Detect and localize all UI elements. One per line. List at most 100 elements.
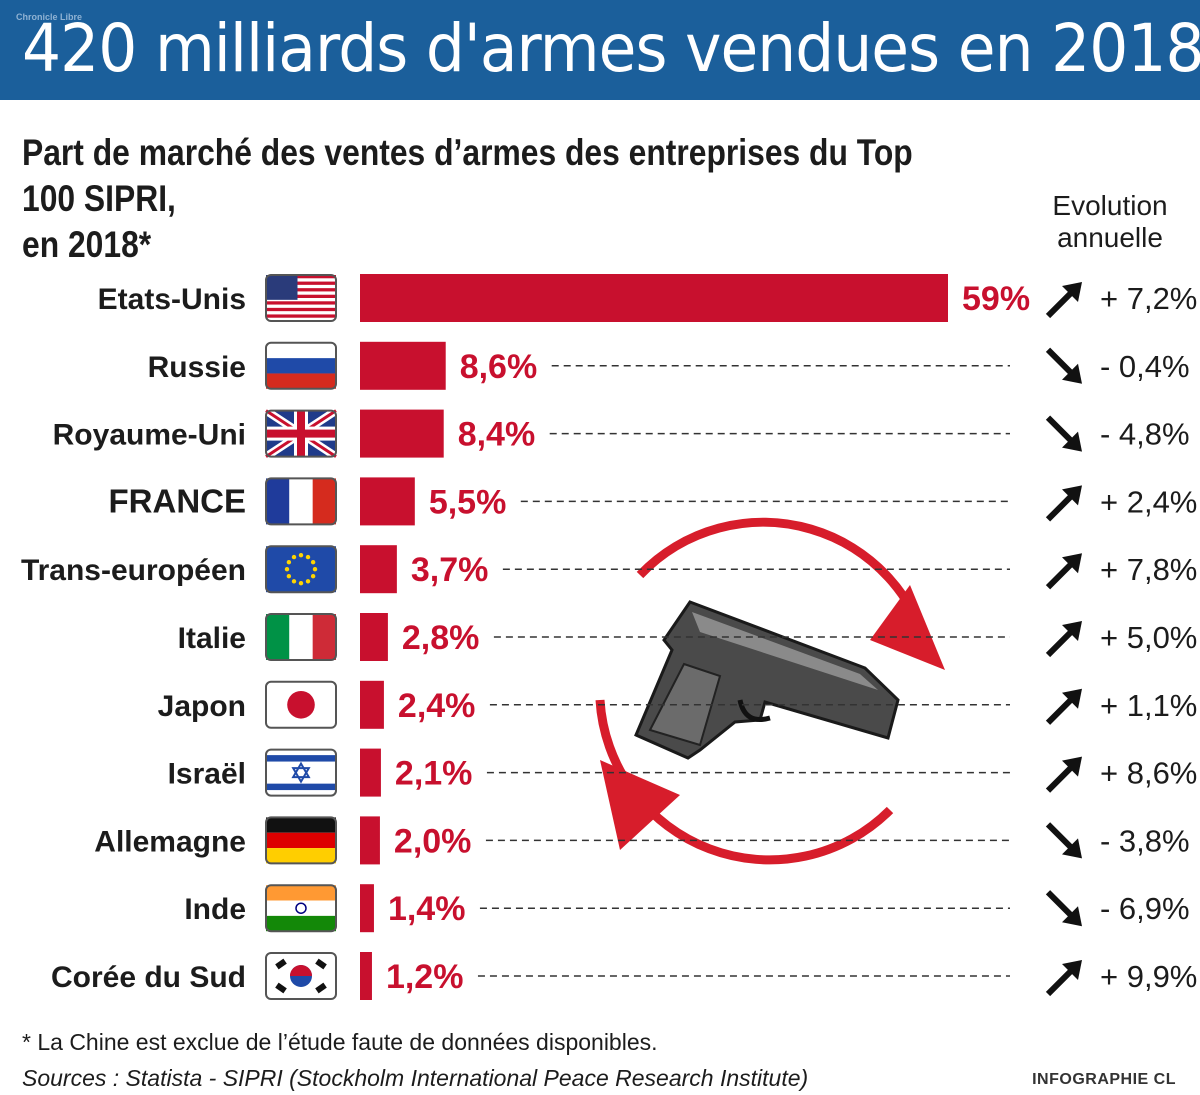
evolution-label: - 4,8% — [1100, 417, 1190, 452]
flag-trigram — [315, 958, 327, 970]
eu-flag-icon — [265, 545, 337, 594]
chart-subtitle: Part de marché des ventes d’armes des en… — [22, 130, 951, 268]
flag-stripe — [266, 275, 336, 279]
france-flag-icon — [265, 477, 337, 526]
flag-trigram — [315, 982, 327, 994]
bar — [360, 816, 380, 865]
arrow-shaft — [1045, 694, 1077, 725]
flag-star — [310, 560, 316, 565]
arrow-shaft — [1045, 491, 1077, 522]
arrow-head — [1062, 621, 1082, 641]
country-label: Royaume-Uni — [53, 419, 246, 452]
flag-stripe — [266, 281, 336, 285]
bar — [360, 409, 444, 458]
value-label: 2,1% — [395, 755, 473, 793]
bar — [360, 680, 384, 729]
bar — [360, 884, 374, 933]
flag-star — [291, 767, 311, 784]
flag-part — [312, 478, 336, 525]
cycle-arrow-bottom-head — [600, 760, 680, 850]
arrow-shaft — [1045, 347, 1077, 378]
arrow-head — [1062, 688, 1082, 709]
evolution-label: - 0,4% — [1100, 349, 1190, 384]
arrow-shaft — [1045, 415, 1077, 446]
evolution-label: + 2,4% — [1100, 484, 1197, 519]
country-label: Israël — [168, 758, 246, 791]
evolution-label: - 3,8% — [1100, 823, 1190, 858]
value-label: 2,0% — [394, 822, 472, 860]
subtitle-line-1: Part de marché des ventes d’armes des en… — [22, 132, 913, 219]
flag-star — [291, 554, 297, 560]
flag-star — [291, 761, 311, 779]
country-label: Inde — [184, 893, 246, 926]
value-label: 59% — [962, 280, 1030, 318]
flag-border — [265, 884, 337, 933]
flag-disc — [287, 691, 315, 719]
flag-border — [265, 409, 337, 458]
israel-flag-icon — [265, 748, 337, 797]
flag-stripe — [266, 294, 336, 298]
arrow-shaft — [1045, 287, 1077, 319]
flag-part — [266, 848, 336, 864]
arrow-up-right-icon — [1045, 960, 1082, 997]
country-label: Japon — [158, 690, 246, 723]
arrow-shaft — [1045, 559, 1077, 590]
arrow-head — [1062, 431, 1082, 452]
flag-border — [265, 816, 337, 865]
infographie-credit: INFOGRAPHIE CL — [1032, 1071, 1176, 1088]
arrow-head — [1062, 838, 1082, 859]
arrow-up-right-icon — [1045, 688, 1082, 725]
country-label: Italie — [178, 622, 246, 655]
russia-flag-icon — [265, 341, 337, 390]
evolution-label: + 7,8% — [1100, 552, 1197, 587]
bar — [360, 477, 415, 526]
india-flag-icon — [265, 884, 337, 933]
bar — [360, 748, 381, 797]
arrow-head — [1062, 906, 1082, 927]
value-label: 1,2% — [386, 958, 464, 996]
flag-trigram — [275, 982, 287, 994]
country-label: Etats-Unis — [98, 283, 246, 316]
arrow-shaft — [1045, 822, 1077, 853]
flag-border — [265, 477, 337, 526]
flag-wheel — [295, 902, 307, 914]
flag-part — [266, 478, 290, 525]
flag-star — [305, 579, 311, 584]
evolution-header-line-1: Evolution — [1052, 190, 1168, 221]
arrow-up-right-icon — [1045, 621, 1082, 658]
flag-border — [265, 748, 337, 797]
flag-part — [312, 614, 336, 660]
value-label: 1,4% — [388, 890, 466, 928]
flag-stripe — [266, 307, 336, 312]
flag-star — [312, 567, 318, 572]
flag-part — [266, 755, 336, 762]
flag-trigram — [275, 958, 287, 970]
evolution-label: + 9,9% — [1100, 959, 1197, 994]
page-title: 420 milliards d'armes vendues en 2018 — [22, 10, 1200, 87]
arrow-head — [1062, 282, 1082, 302]
value-label: 8,4% — [458, 416, 535, 454]
cycle-arrow-bottom — [595, 699, 894, 865]
arrow-shaft — [1045, 890, 1077, 921]
value-label: 2,4% — [398, 687, 476, 725]
bar — [360, 341, 446, 390]
flag-border — [265, 545, 337, 594]
uk-flag-icon — [263, 407, 339, 460]
flag-stripe — [266, 301, 336, 305]
flag-part — [266, 900, 336, 916]
arrow-shaft — [1045, 965, 1077, 997]
arrow-up-right-icon — [1045, 485, 1082, 522]
flag-border — [265, 613, 337, 661]
evolution-label: + 5,0% — [1100, 620, 1197, 655]
country-label: FRANCE — [109, 482, 247, 519]
flag-star — [298, 581, 304, 586]
japan-flag-icon — [265, 680, 337, 729]
value-label: 3,7% — [411, 551, 489, 589]
flag-star — [284, 567, 290, 572]
arrow-up-right-icon — [1045, 756, 1082, 793]
flag-stripe — [266, 314, 336, 318]
flag-star — [305, 554, 311, 560]
country-label: Allemagne — [94, 825, 246, 858]
flag-star — [286, 574, 292, 579]
